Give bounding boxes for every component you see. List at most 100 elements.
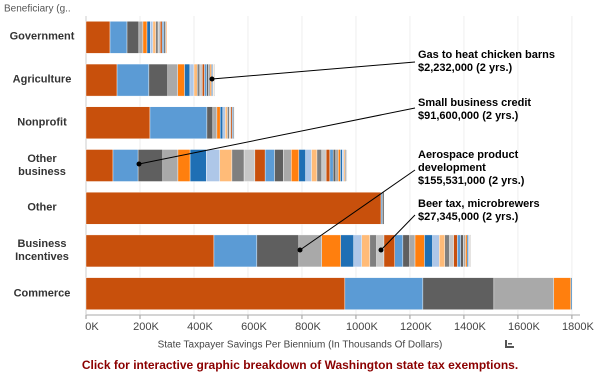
bar-segment xyxy=(380,192,383,225)
bar-segment xyxy=(148,63,168,97)
bar-segment xyxy=(109,21,128,54)
bar-segment xyxy=(453,234,458,268)
bar-segment xyxy=(409,234,416,268)
bar-segment xyxy=(463,234,466,268)
bar-segment xyxy=(382,192,385,225)
annotation-line xyxy=(138,107,416,165)
bar-segment xyxy=(338,149,341,182)
bar-segment xyxy=(470,234,472,268)
bar-segment xyxy=(383,234,395,268)
bar-segment xyxy=(344,277,424,310)
bar-segment xyxy=(321,234,341,268)
bar-segment xyxy=(225,106,228,139)
bar-segment xyxy=(243,149,256,182)
bar-segment xyxy=(325,149,331,182)
bar-segment xyxy=(305,149,312,182)
bar-segment xyxy=(189,63,195,97)
annotation-line xyxy=(211,61,416,80)
bar-segment xyxy=(219,149,233,182)
header: Beneficiary (g.. xyxy=(4,4,71,15)
bar-segment xyxy=(264,149,275,182)
bar-segment xyxy=(342,149,345,182)
bar-segment xyxy=(298,149,306,182)
bar-segment xyxy=(219,106,224,139)
footer-link[interactable]: Click for interactive graphic breakdown … xyxy=(82,358,518,372)
category-label: Other business xyxy=(18,152,66,178)
bar-segment xyxy=(189,149,207,182)
bar-segment xyxy=(85,149,114,182)
bar-segment xyxy=(254,149,266,182)
bar-segment xyxy=(570,277,573,310)
bar-segment xyxy=(321,149,327,182)
bar-segment xyxy=(432,234,440,268)
bar-segment xyxy=(274,149,284,182)
bar-segment xyxy=(340,149,343,182)
bar-segment xyxy=(150,21,154,54)
annotation-dot xyxy=(297,247,303,253)
bar-segment xyxy=(184,63,191,97)
bar-segment xyxy=(137,149,164,182)
bar-segment xyxy=(112,149,139,182)
x-tick-label: 0K xyxy=(85,321,99,333)
annotation-dot xyxy=(209,76,215,82)
bar-segment xyxy=(206,106,214,139)
x-tick-label: 1600K xyxy=(508,321,540,333)
bar-segment xyxy=(146,21,151,54)
bar-segment xyxy=(465,234,468,268)
category-label: Other xyxy=(27,201,57,214)
bar-segment xyxy=(369,234,377,268)
bar-segment xyxy=(167,63,178,97)
category-label: Agriculture xyxy=(12,73,72,86)
bar-segment xyxy=(126,21,140,54)
bar-segment xyxy=(165,21,168,54)
x-tick-label: 200K xyxy=(133,321,159,333)
bar-segment xyxy=(152,21,156,54)
bar-segment xyxy=(256,234,300,268)
bar-segment xyxy=(85,106,151,139)
annotation-text: $27,345,000 (2 yrs.) xyxy=(418,211,519,223)
x-tick-label: 1000K xyxy=(346,321,378,333)
bar-segment xyxy=(155,21,159,54)
annotation-line xyxy=(299,169,416,251)
bar-segment xyxy=(163,21,166,54)
bar-segment xyxy=(394,234,404,268)
bar-segment xyxy=(414,234,425,268)
x-tick-label: 400K xyxy=(187,321,213,333)
annotation-text: Small business credit xyxy=(418,97,531,109)
x-axis-label: State Taxpayer Savings Per Biennium (In … xyxy=(158,340,443,351)
bar-segment xyxy=(460,234,464,268)
bar-segment xyxy=(177,63,185,97)
bar-segment xyxy=(422,277,495,310)
bar-segment xyxy=(340,234,354,268)
category-label: Nonprofit xyxy=(17,116,67,129)
bar-segment xyxy=(332,149,337,182)
bar-segment xyxy=(162,149,179,182)
bar-segment xyxy=(138,21,144,54)
bar-segment xyxy=(311,149,318,182)
bar-segment xyxy=(343,149,346,182)
bar-segment xyxy=(227,106,230,139)
bar-segment xyxy=(233,106,235,139)
bar-segment xyxy=(160,21,163,54)
axis-icon xyxy=(505,340,514,348)
bar-segment xyxy=(229,106,232,139)
bar-segment xyxy=(216,106,221,139)
bar-segment xyxy=(230,106,233,139)
bar-segment xyxy=(283,149,292,182)
bar-segment xyxy=(212,106,218,139)
bar-segment xyxy=(493,277,555,310)
bar-segment xyxy=(199,63,203,97)
category-label: Commerce xyxy=(13,287,71,300)
bar-segment xyxy=(197,63,201,97)
bar-segment xyxy=(85,21,111,54)
category-label: Government xyxy=(9,30,75,43)
x-tick-label: 1200K xyxy=(400,321,432,333)
bar-segment xyxy=(361,234,371,268)
x-tick-label: 1400K xyxy=(454,321,486,333)
bar-segment xyxy=(142,21,148,54)
annotation-text: $91,600,000 (2 yrs.) xyxy=(418,110,519,122)
x-tick-label: 600K xyxy=(241,321,267,333)
bar-segment xyxy=(402,234,410,268)
bar-segment xyxy=(204,63,207,97)
bar-segment xyxy=(457,234,461,268)
